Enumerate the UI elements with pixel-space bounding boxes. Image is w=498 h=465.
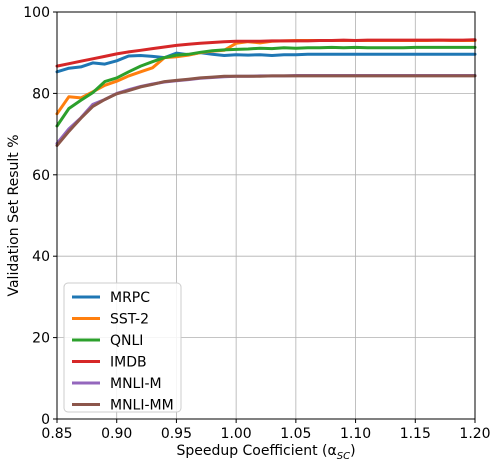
x-tick-label: 0.85: [41, 426, 72, 442]
series-line-mnli-m: [55, 74, 477, 145]
x-tick-label: 0.90: [101, 426, 132, 442]
y-tick-label: 100: [23, 5, 50, 21]
x-tick-label: 1.05: [280, 426, 311, 442]
y-axis-label: Validation Set Result %: [6, 134, 22, 296]
legend-label-mrpc: MRPC: [110, 290, 150, 306]
x-axis-label-main: Speedup Coefficient (α: [176, 443, 336, 459]
legend-label-mnli-mm: MNLI-MM: [110, 398, 174, 414]
y-tick-label: 60: [32, 168, 50, 184]
y-tick-label: 40: [32, 249, 50, 265]
x-axis-label-close: ): [350, 443, 355, 459]
series-lines: [55, 38, 477, 147]
x-tick-label: 0.95: [161, 426, 192, 442]
x-tick-label: 1.10: [340, 426, 371, 442]
y-tick-label: 0: [41, 412, 50, 428]
series-line-mrpc: [55, 51, 477, 74]
x-tick-label: 1.00: [221, 426, 252, 442]
x-axis-label-subscript: SC: [337, 451, 350, 462]
axis-ticks: 0.85 0.90 0.95 1.00 1.05 1.10 1.15 1.20 0 20 40 60 8…: [23, 5, 490, 442]
legend-label-qnli: QNLI: [110, 333, 143, 349]
legend-label-mnli-m: MNLI-M: [110, 376, 162, 392]
series-line-qnli: [55, 45, 477, 128]
series-line-imdb: [55, 38, 477, 68]
x-axis-label: Speedup Coefficient (αSC): [176, 443, 355, 462]
legend-label-imdb: IMDB: [110, 355, 147, 371]
y-tick-label: 80: [32, 86, 50, 102]
legend-label-sst-2: SST-2: [110, 312, 149, 328]
y-tick-label: 20: [32, 331, 50, 347]
series-line-mnli-mm: [55, 74, 477, 147]
plot-frame: [56, 11, 476, 420]
legend: MRPC SST-2 QNLI IMDB MNLI-M MNLI-MM: [63, 282, 182, 414]
x-tick-label: 1.20: [459, 426, 490, 442]
legend-box: [63, 282, 182, 413]
x-tick-label: 1.15: [400, 426, 431, 442]
